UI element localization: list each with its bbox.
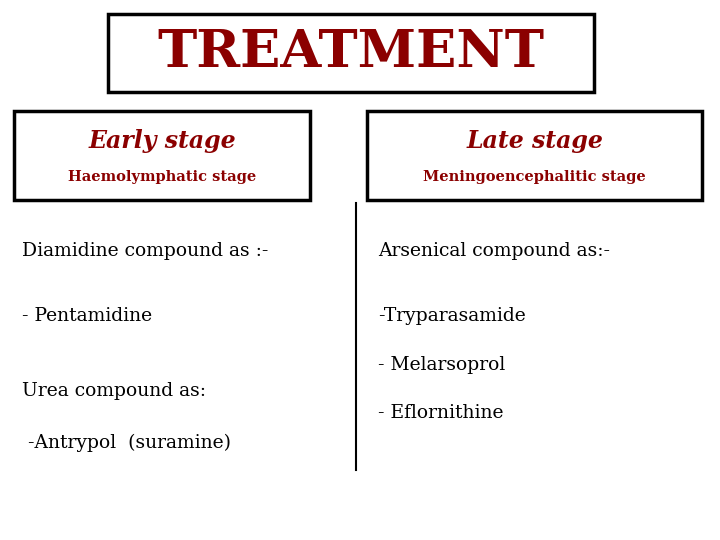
Text: Late stage: Late stage (466, 129, 603, 153)
Text: - Eflornithine: - Eflornithine (378, 404, 503, 422)
Text: - Melarsoprol: - Melarsoprol (378, 355, 505, 374)
Text: -Tryparasamide: -Tryparasamide (378, 307, 526, 325)
Text: Haemolymphatic stage: Haemolymphatic stage (68, 170, 256, 184)
FancyBboxPatch shape (108, 14, 594, 92)
Text: Diamidine compound as :-: Diamidine compound as :- (22, 242, 268, 260)
Text: -Antrypol  (suramine): -Antrypol (suramine) (22, 434, 230, 452)
Text: Urea compound as:: Urea compound as: (22, 382, 206, 401)
FancyBboxPatch shape (14, 111, 310, 200)
Text: TREATMENT: TREATMENT (158, 27, 544, 78)
Text: Meningoencephalitic stage: Meningoencephalitic stage (423, 170, 646, 184)
FancyBboxPatch shape (367, 111, 702, 200)
Text: Arsenical compound as:-: Arsenical compound as:- (378, 242, 610, 260)
Text: Early stage: Early stage (88, 129, 236, 153)
Text: - Pentamidine: - Pentamidine (22, 307, 152, 325)
